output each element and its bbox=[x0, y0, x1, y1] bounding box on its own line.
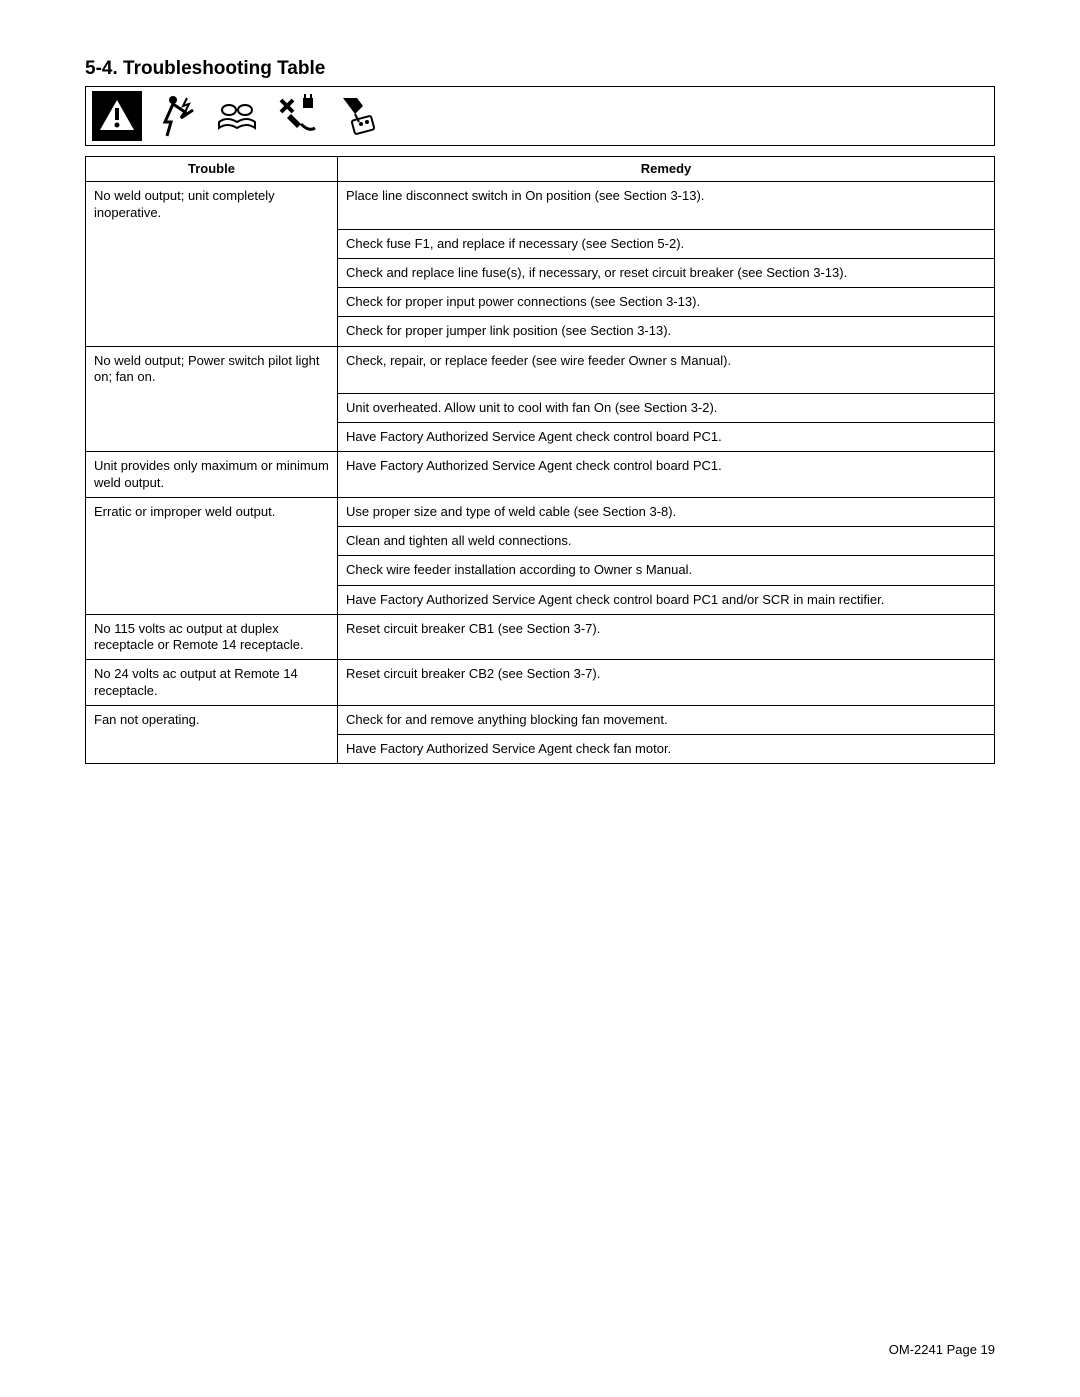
table-row: No 24 volts ac output at Remote 14 recep… bbox=[86, 660, 995, 706]
trouble-cell: Erratic or improper weld output. bbox=[86, 497, 338, 614]
remedy-cell: Reset circuit breaker CB1 (see Section 3… bbox=[338, 614, 995, 660]
remedy-cell: Reset circuit breaker CB2 (see Section 3… bbox=[338, 660, 995, 706]
remedy-cell: Check and replace line fuse(s), if neces… bbox=[338, 258, 995, 287]
table-header-row: Trouble Remedy bbox=[86, 157, 995, 182]
remedy-cell: Have Factory Authorized Service Agent ch… bbox=[338, 452, 995, 498]
remedy-cell: Place line disconnect switch in On posit… bbox=[338, 182, 995, 229]
shock-person-icon bbox=[152, 91, 202, 141]
page: 5-4. Troubleshooting Table bbox=[0, 0, 1080, 1397]
safety-icon-row bbox=[85, 86, 995, 146]
table-row: Unit provides only maximum or minimum we… bbox=[86, 452, 995, 498]
read-manual-icon bbox=[212, 91, 262, 141]
table-row: No 115 volts ac output at duplex recepta… bbox=[86, 614, 995, 660]
col-header-trouble: Trouble bbox=[86, 157, 338, 182]
remedy-cell: Check, repair, or replace feeder (see wi… bbox=[338, 346, 995, 393]
trouble-cell: No 115 volts ac output at duplex recepta… bbox=[86, 614, 338, 660]
remedy-cell: Check for proper input power connections… bbox=[338, 288, 995, 317]
trouble-cell: Unit provides only maximum or minimum we… bbox=[86, 452, 338, 498]
col-header-remedy: Remedy bbox=[338, 157, 995, 182]
remedy-cell: Use proper size and type of weld cable (… bbox=[338, 497, 995, 526]
trouble-cell: No weld output; unit completely inoperat… bbox=[86, 182, 338, 346]
section-title: 5-4. Troubleshooting Table bbox=[85, 58, 995, 80]
remedy-cell: Check wire feeder installation according… bbox=[338, 556, 995, 585]
test-equipment-icon bbox=[332, 91, 382, 141]
trouble-cell: Fan not operating. bbox=[86, 705, 338, 764]
remedy-cell: Check fuse F1, and replace if necessary … bbox=[338, 229, 995, 258]
remedy-cell: Have Factory Authorized Service Agent ch… bbox=[338, 585, 995, 614]
page-footer: OM-2241 Page 19 bbox=[889, 1342, 995, 1357]
disconnect-plug-icon bbox=[272, 91, 322, 141]
table-body: No weld output; unit completely inoperat… bbox=[86, 182, 995, 764]
remedy-cell: Check for proper jumper link position (s… bbox=[338, 317, 995, 346]
remedy-cell: Clean and tighten all weld connections. bbox=[338, 527, 995, 556]
table-row: No weld output; unit completely inoperat… bbox=[86, 182, 995, 229]
trouble-cell: No weld output; Power switch pilot light… bbox=[86, 346, 338, 452]
remedy-cell: Have Factory Authorized Service Agent ch… bbox=[338, 735, 995, 764]
table-row: No weld output; Power switch pilot light… bbox=[86, 346, 995, 393]
trouble-cell: No 24 volts ac output at Remote 14 recep… bbox=[86, 660, 338, 706]
warning-icon bbox=[92, 91, 142, 141]
table-row: Fan not operating.Check for and remove a… bbox=[86, 705, 995, 734]
table-row: Erratic or improper weld output.Use prop… bbox=[86, 497, 995, 526]
remedy-cell: Unit overheated. Allow unit to cool with… bbox=[338, 393, 995, 422]
troubleshooting-table: Trouble Remedy No weld output; unit comp… bbox=[85, 156, 995, 764]
remedy-cell: Check for and remove anything blocking f… bbox=[338, 705, 995, 734]
remedy-cell: Have Factory Authorized Service Agent ch… bbox=[338, 423, 995, 452]
